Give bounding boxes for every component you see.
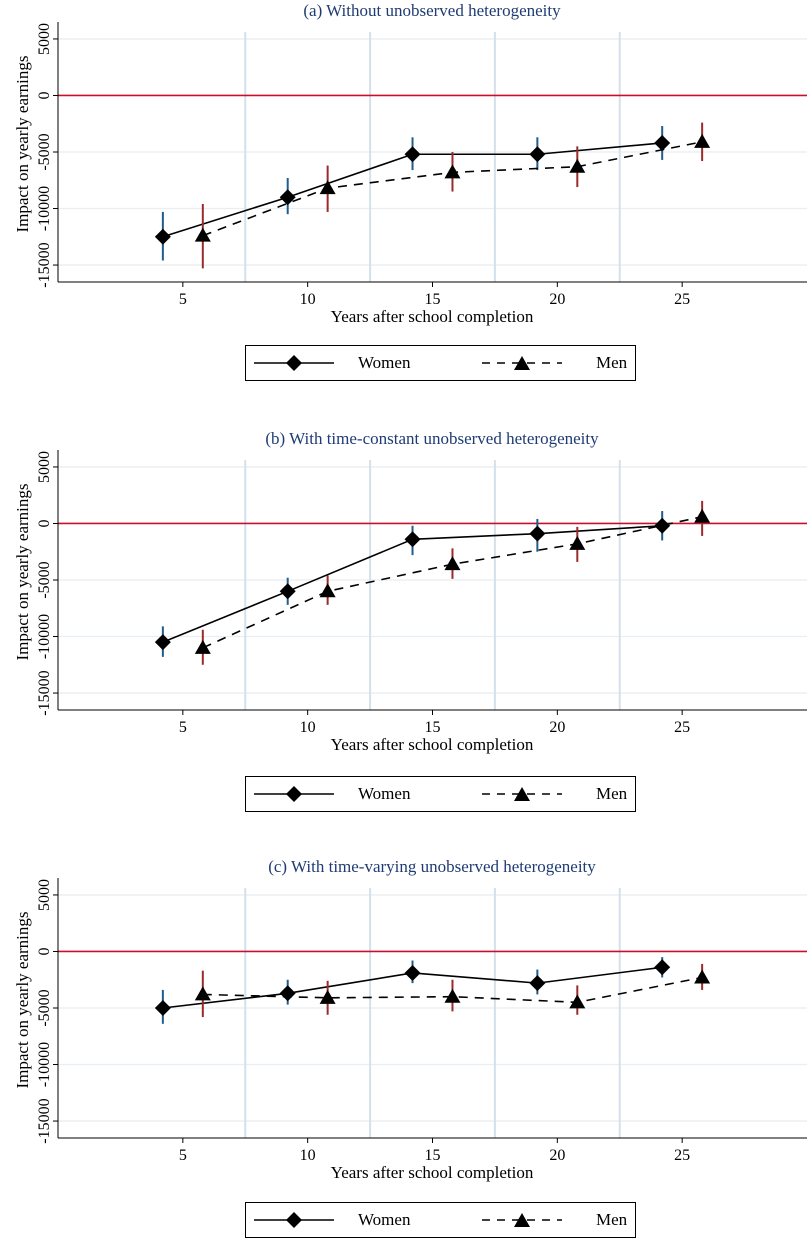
legend-men-label: Men: [596, 784, 628, 803]
x-tick-label: 25: [674, 719, 690, 736]
data-point-men: [194, 986, 211, 1001]
y-axis-label: Impact on yearly earnings: [13, 55, 32, 232]
x-tick-label: 15: [425, 291, 441, 308]
data-point-men: [569, 535, 586, 550]
x-tick-label: 10: [300, 1147, 316, 1164]
x-tick-label: 15: [425, 1147, 441, 1164]
data-point-women: [654, 134, 671, 151]
y-tick-label: -15000: [36, 242, 53, 287]
x-tick-label: 25: [674, 1147, 690, 1164]
data-point-men: [194, 639, 211, 654]
y-tick-label: -15000: [36, 670, 53, 715]
y-tick-label: -10000: [36, 1042, 53, 1087]
legend-women-sample: [254, 1212, 334, 1228]
x-tick-label: 20: [549, 719, 565, 736]
data-point-men: [319, 583, 336, 598]
y-tick-label: -5000: [36, 561, 53, 598]
chart-title: (c) With time-varying unobserved heterog…: [268, 857, 596, 876]
data-point-women: [529, 975, 546, 992]
legend-men-sample: [482, 787, 562, 801]
x-tick-label: 5: [179, 291, 187, 308]
legend-women-label: Women: [358, 784, 411, 803]
y-tick-label: -10000: [36, 614, 53, 659]
data-point-women: [154, 228, 171, 245]
y-tick-label: 5000: [36, 23, 53, 55]
y-tick-label: -15000: [36, 1098, 53, 1143]
legend-men-sample: [482, 1213, 562, 1227]
legend: Women Men: [245, 1202, 636, 1238]
legend-men-sample: [482, 356, 562, 370]
data-point-women: [654, 517, 671, 534]
x-tick-label: 20: [549, 1147, 565, 1164]
x-tick-label: 25: [674, 291, 690, 308]
y-axis-label: Impact on yearly earnings: [13, 483, 32, 660]
x-tick-label: 15: [425, 719, 441, 736]
data-point-men: [694, 133, 711, 148]
y-tick-label: 5000: [36, 451, 53, 483]
data-point-men: [194, 227, 211, 242]
y-tick-label: 0: [36, 91, 53, 99]
data-point-women: [529, 146, 546, 163]
data-point-men: [444, 164, 461, 179]
chart-panel-c: (c) With time-varying unobserved heterog…: [0, 856, 807, 1238]
data-point-women: [404, 964, 421, 981]
data-point-men: [444, 556, 461, 571]
x-axis-label: Years after school completion: [331, 735, 534, 754]
x-tick-label: 20: [549, 291, 565, 308]
x-tick-label: 10: [300, 719, 316, 736]
data-point-women: [529, 525, 546, 542]
legend-men-label: Men: [596, 353, 628, 372]
chart-panel-b: (b) With time-constant unobserved hetero…: [0, 428, 807, 812]
legend-women-label: Women: [358, 1210, 411, 1229]
legend-men-label: Men: [596, 1210, 628, 1229]
legend-women-label: Women: [358, 353, 411, 372]
data-point-men: [444, 988, 461, 1003]
chart-svg-b: (b) With time-constant unobserved hetero…: [13, 429, 807, 754]
legend-women-sample: [254, 786, 334, 802]
y-tick-label: -5000: [36, 133, 53, 170]
y-tick-label: -10000: [36, 186, 53, 231]
data-point-men: [569, 158, 586, 173]
data-point-women: [154, 1000, 171, 1016]
x-axis-label: Years after school completion: [331, 1163, 534, 1182]
chart-title: (b) With time-constant unobserved hetero…: [265, 429, 599, 448]
chart-svg-a: (a) Without unobserved heterogeneity -150…: [13, 1, 807, 326]
data-point-women: [279, 189, 296, 206]
series-line-men: [202, 976, 703, 1004]
legend: Women Men: [245, 345, 636, 381]
chart-panel-a: (a) Without unobserved heterogeneity -150…: [0, 0, 807, 381]
y-tick-label: -5000: [36, 989, 53, 1026]
data-point-women: [404, 146, 421, 163]
chart-svg-c: (c) With time-varying unobserved heterog…: [13, 857, 807, 1182]
data-point-women: [654, 959, 671, 976]
y-tick-label: 0: [36, 947, 53, 955]
data-point-men: [319, 180, 336, 195]
chart-title: (a) Without unobserved heterogeneity: [303, 1, 561, 20]
y-tick-label: 0: [36, 519, 53, 527]
legend: Women Men: [245, 776, 636, 812]
x-tick-label: 5: [179, 719, 187, 736]
data-point-women: [154, 634, 171, 651]
y-tick-label: 5000: [36, 879, 53, 911]
x-axis-label: Years after school completion: [331, 307, 534, 326]
data-point-men: [694, 969, 711, 984]
legend-women-sample: [254, 355, 334, 371]
data-point-women: [279, 985, 296, 1002]
data-point-men: [569, 994, 586, 1009]
data-point-men: [694, 508, 711, 523]
data-point-men: [319, 989, 336, 1004]
y-axis-label: Impact on yearly earnings: [13, 911, 32, 1088]
series-line-men: [202, 515, 703, 649]
data-point-women: [279, 583, 296, 600]
x-tick-label: 5: [179, 1147, 187, 1164]
x-tick-label: 10: [300, 291, 316, 308]
data-point-women: [404, 531, 421, 548]
